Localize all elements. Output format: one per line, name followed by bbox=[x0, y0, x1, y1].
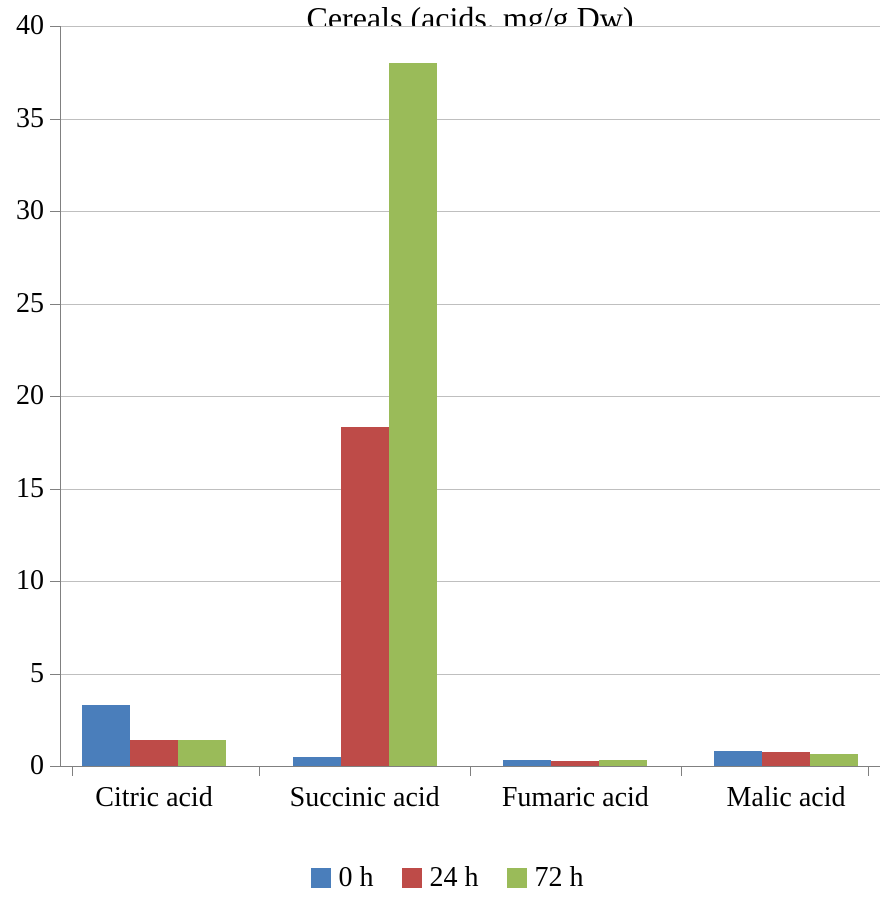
plot-area bbox=[60, 26, 880, 766]
y-tick-mark bbox=[50, 766, 60, 767]
bar bbox=[130, 740, 178, 766]
y-tick-label: 20 bbox=[0, 380, 44, 412]
legend-label: 24 h bbox=[430, 862, 479, 894]
x-tick-mark bbox=[470, 766, 471, 776]
bar bbox=[714, 751, 762, 766]
x-tick-mark bbox=[681, 766, 682, 776]
gridline bbox=[60, 581, 880, 582]
bar bbox=[389, 63, 437, 766]
y-tick-label: 10 bbox=[0, 565, 44, 597]
y-tick-mark bbox=[50, 581, 60, 582]
category-label: Succinic acid bbox=[290, 782, 440, 814]
y-tick-mark bbox=[50, 489, 60, 490]
bar bbox=[810, 754, 858, 766]
legend-label: 72 h bbox=[535, 862, 584, 894]
bar bbox=[341, 427, 389, 766]
gridline bbox=[60, 489, 880, 490]
bar bbox=[762, 752, 810, 766]
gridline bbox=[60, 674, 880, 675]
bar bbox=[82, 705, 130, 766]
legend-item: 0 h bbox=[311, 862, 374, 894]
gridline bbox=[60, 211, 880, 212]
legend-label: 0 h bbox=[339, 862, 374, 894]
x-tick-mark bbox=[259, 766, 260, 776]
gridline bbox=[60, 304, 880, 305]
gridline bbox=[60, 26, 880, 27]
bar bbox=[293, 757, 341, 766]
y-tick-label: 0 bbox=[0, 750, 44, 782]
x-tick-mark bbox=[868, 766, 869, 776]
gridline bbox=[60, 396, 880, 397]
bar bbox=[178, 740, 226, 766]
category-label: Fumaric acid bbox=[502, 782, 649, 814]
y-tick-mark bbox=[50, 304, 60, 305]
legend-swatch bbox=[507, 868, 527, 888]
y-tick-label: 5 bbox=[0, 658, 44, 690]
category-label: Malic acid bbox=[727, 782, 846, 814]
legend-swatch bbox=[402, 868, 422, 888]
gridline bbox=[60, 119, 880, 120]
chart-container: Cereals (acids, mg/g Dw) 051015202530354… bbox=[0, 0, 894, 913]
y-tick-mark bbox=[50, 26, 60, 27]
y-axis-line bbox=[60, 26, 61, 766]
legend: 0 h 24 h 72 h bbox=[0, 862, 894, 894]
x-tick-mark bbox=[72, 766, 73, 776]
y-tick-mark bbox=[50, 674, 60, 675]
y-tick-label: 30 bbox=[0, 195, 44, 227]
category-label: Citric acid bbox=[95, 782, 212, 814]
y-tick-label: 15 bbox=[0, 473, 44, 505]
y-tick-mark bbox=[50, 119, 60, 120]
legend-swatch bbox=[311, 868, 331, 888]
y-tick-label: 25 bbox=[0, 288, 44, 320]
y-tick-mark bbox=[50, 211, 60, 212]
legend-item: 24 h bbox=[402, 862, 479, 894]
y-tick-mark bbox=[50, 396, 60, 397]
y-tick-label: 35 bbox=[0, 103, 44, 135]
legend-item: 72 h bbox=[507, 862, 584, 894]
y-tick-label: 40 bbox=[0, 10, 44, 42]
